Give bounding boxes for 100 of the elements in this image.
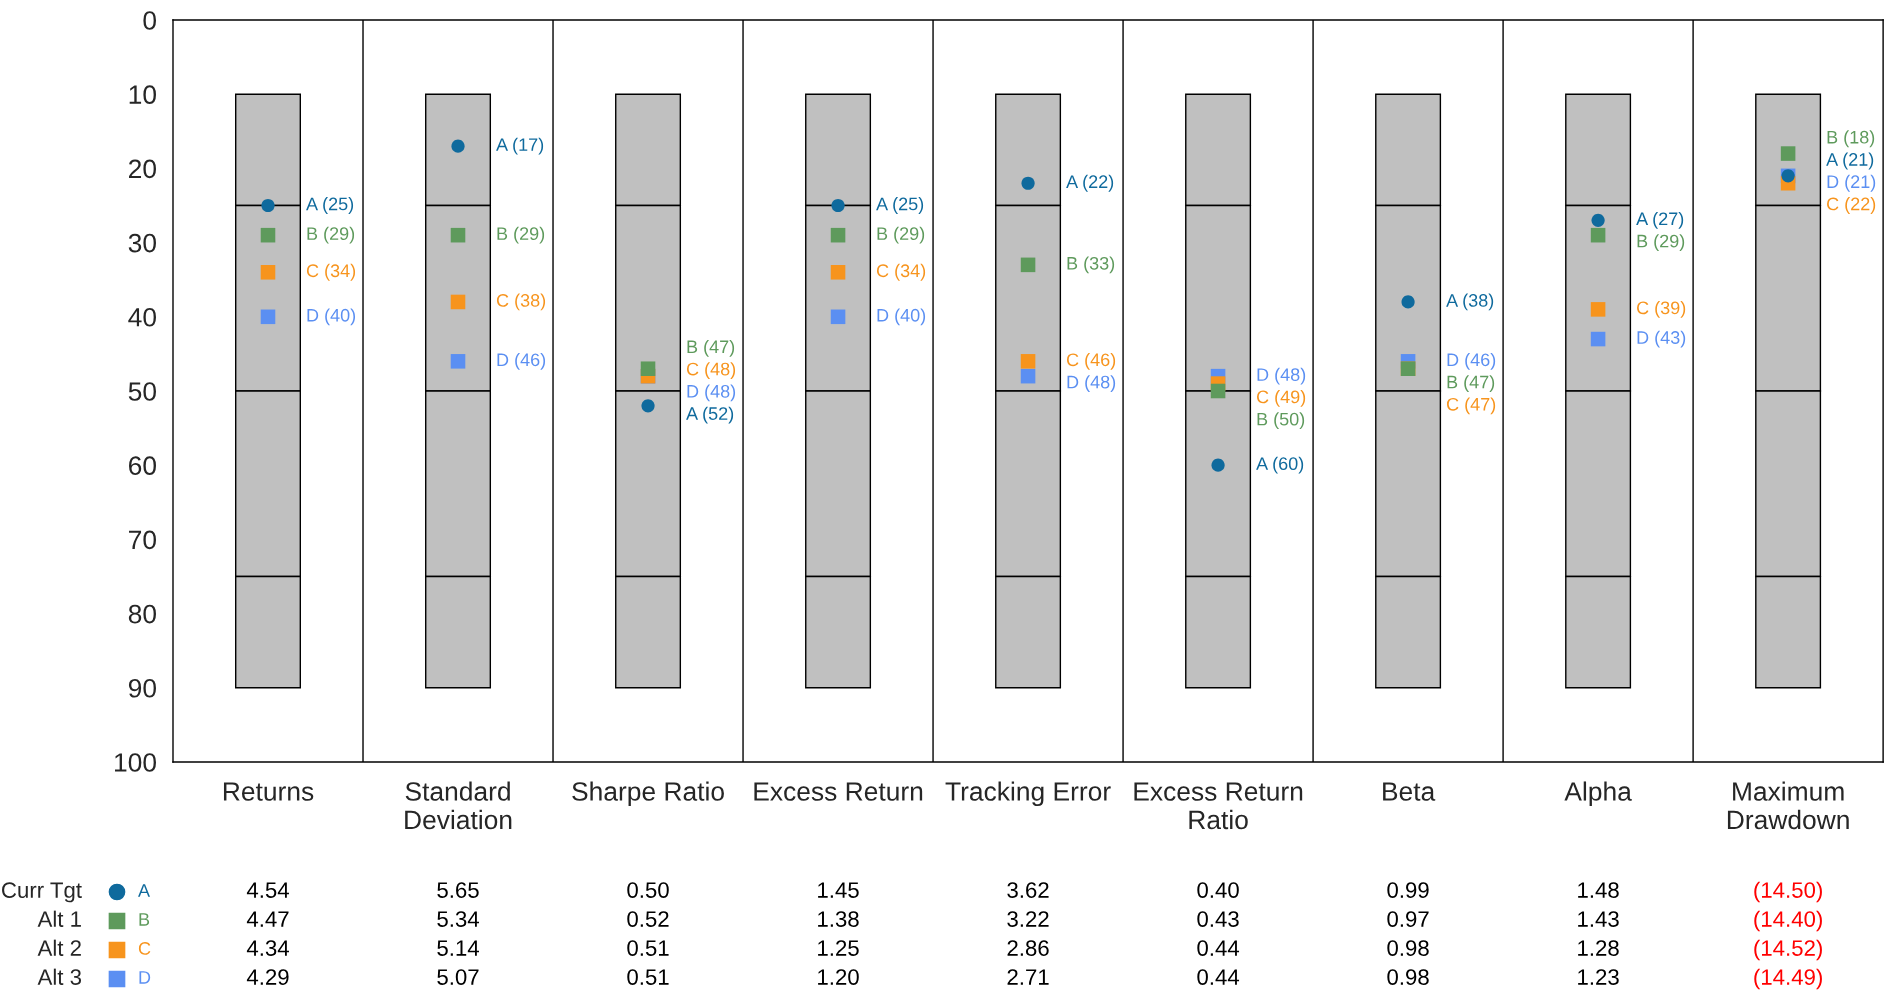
point bbox=[1020, 257, 1036, 273]
point bbox=[1021, 176, 1035, 190]
text: (14.52) bbox=[1754, 939, 1822, 961]
text: 1.38 bbox=[818, 911, 859, 927]
text: B bbox=[139, 913, 150, 926]
point bbox=[1591, 213, 1605, 227]
text: 5.65 bbox=[437, 882, 479, 898]
x-tick-label: Excess Return Ratio bbox=[1134, 782, 1303, 830]
data-label: D (46) bbox=[497, 352, 546, 370]
text: 4.47 bbox=[246, 911, 289, 927]
data-label: C (39) bbox=[1637, 300, 1686, 318]
data-label: A (25) bbox=[876, 197, 924, 214]
y-tick-label: 30 bbox=[128, 233, 156, 253]
data-label: B (47) bbox=[687, 339, 735, 357]
text: 4.29 bbox=[246, 969, 289, 985]
point bbox=[1590, 302, 1606, 317]
point bbox=[260, 309, 276, 325]
data-label: D (40) bbox=[307, 308, 356, 326]
text: 0.44 bbox=[1197, 940, 1240, 956]
legend-label: Alt 1 bbox=[37, 910, 81, 927]
text: 0.44 bbox=[1197, 969, 1240, 985]
point bbox=[640, 361, 656, 377]
data-label: D (21) bbox=[1827, 174, 1876, 192]
point bbox=[641, 399, 655, 413]
text: 5.07 bbox=[437, 969, 479, 985]
x-tick-label: Maximum Drawdown bbox=[1727, 781, 1849, 830]
data-label: C (48) bbox=[686, 362, 736, 379]
data-label: B (29) bbox=[307, 226, 355, 244]
point bbox=[831, 198, 845, 213]
data-label: C (46) bbox=[1066, 352, 1116, 370]
data-label: C (49) bbox=[1256, 390, 1306, 407]
y-tick-label: 0 bbox=[143, 11, 156, 30]
point bbox=[451, 139, 465, 153]
y-tick-label: 80 bbox=[128, 604, 156, 624]
text: 0.40 bbox=[1197, 882, 1239, 898]
x-tick-label: Tracking Error bbox=[945, 781, 1111, 807]
data-label: A (17) bbox=[496, 137, 544, 155]
text: D bbox=[139, 971, 151, 984]
point bbox=[1020, 368, 1036, 384]
y-tick-label: 90 bbox=[128, 678, 156, 698]
text: 0.51 bbox=[627, 940, 669, 956]
point bbox=[261, 198, 275, 213]
text: 0.51 bbox=[627, 969, 669, 985]
legend-label: Alt 2 bbox=[37, 939, 81, 956]
data-label: B (50) bbox=[1257, 412, 1305, 430]
text: 0.43 bbox=[1197, 911, 1239, 927]
text: 3.22 bbox=[1007, 911, 1049, 927]
text: A bbox=[138, 884, 151, 897]
data-label: D (48) bbox=[687, 384, 736, 402]
text: 1.45 bbox=[818, 882, 859, 898]
data-label: A (22) bbox=[1066, 174, 1114, 192]
text: 2.71 bbox=[1007, 969, 1049, 985]
text: (14.50) bbox=[1754, 881, 1822, 903]
point bbox=[830, 309, 846, 325]
data-label: A (27) bbox=[1636, 211, 1684, 229]
legend-label: Curr Tgt bbox=[2, 882, 82, 903]
text: 1.43 bbox=[1578, 911, 1619, 927]
point bbox=[260, 227, 276, 243]
data-label: B (18) bbox=[1827, 130, 1875, 148]
y-tick-label: 70 bbox=[129, 530, 156, 550]
data-label: C (38) bbox=[496, 293, 546, 311]
point bbox=[1211, 458, 1225, 472]
text: 0.98 bbox=[1387, 940, 1429, 956]
point bbox=[450, 227, 466, 243]
y-tick-label: 40 bbox=[128, 307, 156, 327]
x-tick-label: Standard Deviation bbox=[405, 781, 512, 830]
point bbox=[260, 265, 276, 280]
text: 0.97 bbox=[1387, 911, 1429, 927]
y-tick-label: 100 bbox=[115, 753, 156, 772]
text: 1.28 bbox=[1578, 940, 1619, 956]
data-label: C (34) bbox=[306, 263, 356, 281]
data-label: C (34) bbox=[876, 263, 926, 281]
text: 2.86 bbox=[1007, 940, 1049, 956]
text: (14.40) bbox=[1754, 910, 1822, 932]
text: 1.20 bbox=[818, 969, 859, 985]
text: 1.25 bbox=[818, 940, 859, 956]
text: 0.99 bbox=[1387, 882, 1429, 898]
data-label: B (33) bbox=[1067, 256, 1115, 274]
point bbox=[450, 354, 466, 369]
point bbox=[1590, 331, 1606, 347]
data-label: C (47) bbox=[1447, 397, 1496, 415]
data-label: A (52) bbox=[686, 406, 734, 424]
data-label: B (47) bbox=[1447, 375, 1495, 392]
x-tick-label: Excess Return bbox=[754, 782, 923, 801]
data-label: A (38) bbox=[1446, 293, 1494, 311]
text: 0.50 bbox=[627, 882, 669, 898]
data-label: A (21) bbox=[1826, 152, 1874, 170]
point bbox=[1020, 354, 1036, 369]
text: 4.54 bbox=[246, 882, 289, 898]
y-tick-label: 10 bbox=[129, 85, 156, 105]
text: 5.14 bbox=[437, 940, 479, 956]
data-label: B (29) bbox=[1637, 234, 1685, 252]
data-label: D (40) bbox=[877, 308, 926, 326]
data-label: D (43) bbox=[1637, 330, 1686, 348]
point bbox=[830, 227, 846, 243]
text: 0.52 bbox=[627, 911, 669, 927]
point bbox=[1401, 295, 1415, 309]
text: 3.62 bbox=[1007, 882, 1049, 898]
text: C bbox=[138, 942, 151, 955]
x-tick-label: Sharpe Ratio bbox=[572, 781, 724, 807]
